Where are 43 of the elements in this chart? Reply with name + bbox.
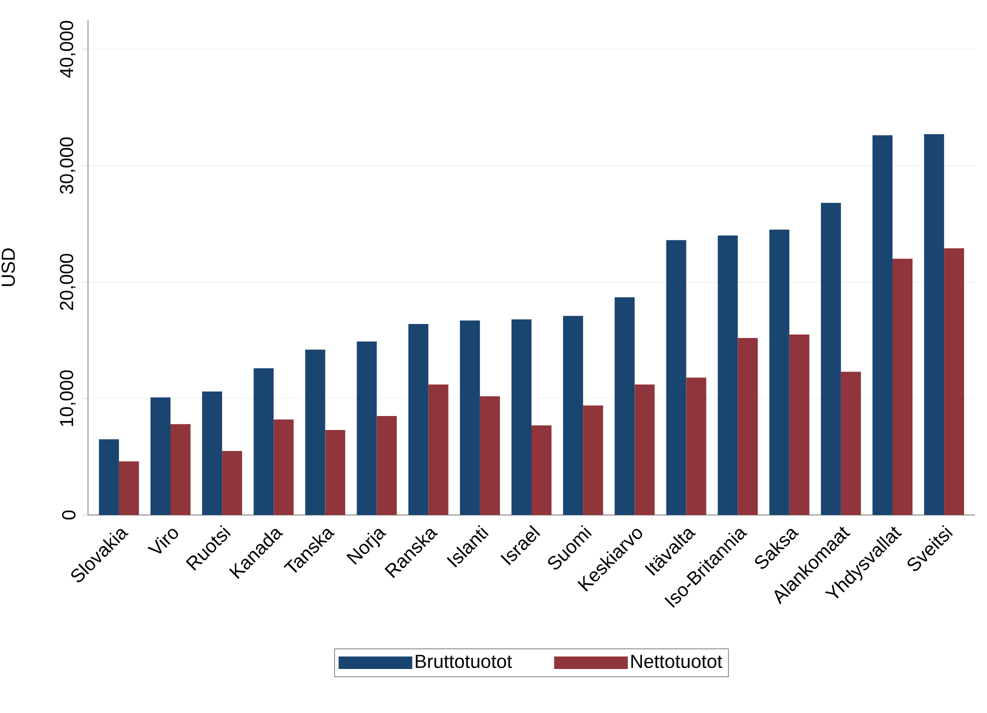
bar [563, 316, 584, 515]
bar [666, 240, 686, 515]
bar [170, 424, 191, 515]
bar [98, 439, 119, 515]
bar [769, 230, 790, 515]
bar [634, 384, 655, 515]
y-tick-label: 40,000 [60, 20, 76, 78]
y-tick-label: 30,000 [60, 137, 76, 194]
y-axis-title: USD [2, 248, 15, 286]
legend-label: Bruttotuotot [416, 654, 512, 668]
bar [254, 368, 274, 515]
bar [376, 416, 397, 515]
bar [202, 392, 222, 515]
bar [532, 425, 552, 515]
bar [408, 324, 428, 515]
bar [614, 297, 635, 515]
legend-label: Nettotuotot [631, 654, 722, 668]
bar [738, 338, 758, 515]
y-tick-label: 10,000 [60, 370, 76, 426]
bar [789, 334, 810, 515]
bar [460, 320, 480, 515]
y-tick-label: 0 [62, 510, 76, 520]
bar [480, 396, 500, 515]
bar [820, 202, 841, 515]
bar [118, 461, 139, 515]
bar [892, 258, 912, 515]
bar [222, 450, 242, 515]
bar [718, 235, 738, 515]
bar [356, 341, 377, 515]
bar [924, 134, 944, 515]
bar [583, 406, 604, 515]
x-tick-label: Viro [148, 528, 178, 554]
bar [686, 378, 706, 515]
y-tick-label: 20,000 [60, 254, 76, 310]
bar [944, 248, 964, 515]
bar [325, 430, 346, 515]
bar [512, 319, 532, 515]
bar [872, 135, 892, 515]
bar [305, 350, 326, 515]
bar [840, 372, 861, 515]
bar [274, 419, 294, 515]
bar [428, 384, 448, 515]
bar [150, 397, 171, 515]
